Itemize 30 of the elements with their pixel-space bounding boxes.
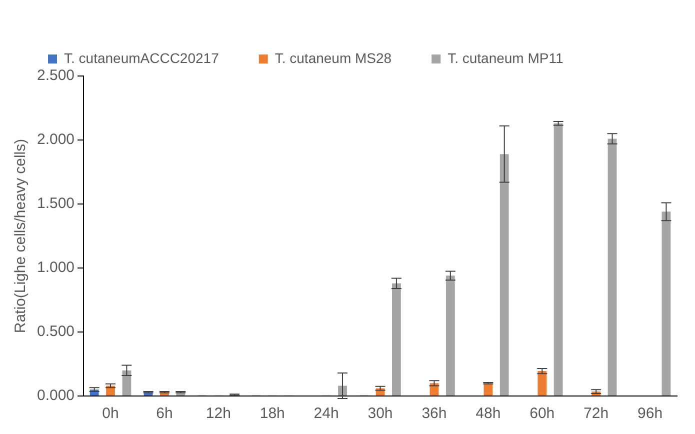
x-tick-label: 24h — [314, 405, 339, 422]
y-tick-label: 2.500 — [36, 67, 75, 84]
x-tick-label: 96h — [638, 405, 663, 422]
x-tick-label: 48h — [476, 405, 501, 422]
bar — [662, 212, 671, 396]
legend-label: T. cutaneumACCC20217 — [64, 50, 220, 66]
legend-label: T. cutaneum MP11 — [448, 50, 564, 66]
bar — [538, 371, 547, 396]
bar — [392, 283, 401, 396]
y-tick-label: 2.000 — [36, 131, 75, 148]
bar — [500, 154, 509, 396]
bar — [484, 383, 493, 396]
x-tick-label: 18h — [260, 405, 285, 422]
x-tick-label: 6h — [156, 405, 173, 422]
y-tick-label: 1.000 — [36, 259, 75, 276]
x-tick-label: 12h — [206, 405, 231, 422]
y-axis-title: Ratio(Lighe cells/heavy cells) — [12, 138, 30, 334]
x-tick-label: 30h — [368, 405, 393, 422]
x-tick-label: 60h — [530, 405, 555, 422]
bar — [122, 370, 132, 396]
bar — [554, 123, 563, 396]
bar — [608, 138, 617, 396]
bar — [446, 276, 455, 396]
x-tick-label: 72h — [584, 405, 609, 422]
x-tick-label: 0h — [102, 405, 119, 422]
x-tick-label: 36h — [422, 405, 447, 422]
legend-label: T. cutaneum MS28 — [274, 50, 392, 66]
y-tick-label: 0.000 — [36, 387, 75, 404]
y-tick-label: 0.500 — [36, 323, 75, 340]
y-tick-label: 1.500 — [36, 195, 75, 212]
